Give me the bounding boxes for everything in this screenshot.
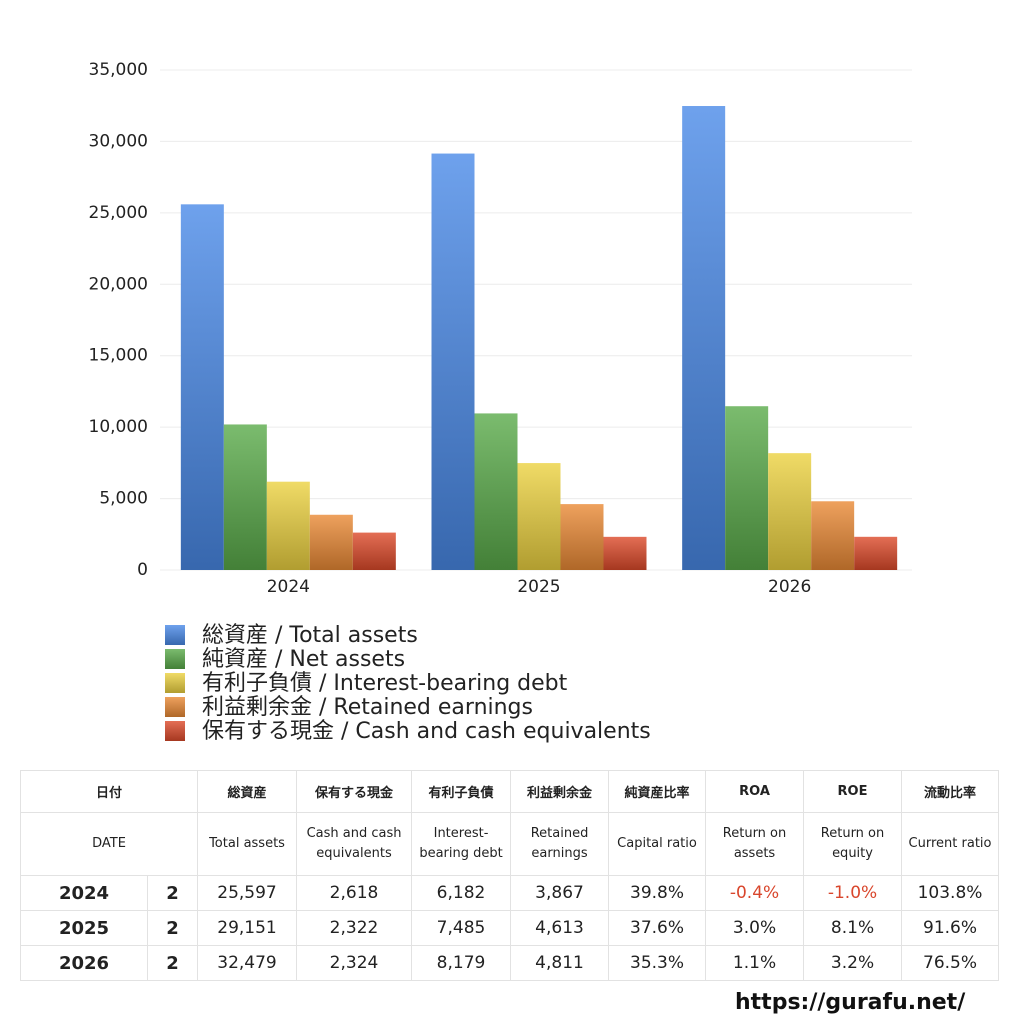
footer-url: https://gurafu.net/: [735, 990, 966, 1015]
y-tick-label: 20,000: [89, 274, 148, 294]
table-row: 2025 2 29,151 2,322 7,485 4,613 37.6% 3.0% 8.1% 9…: [20, 910, 1000, 946]
table-cell: -0.4%: [705, 875, 805, 911]
table-cell: ROA: [705, 770, 805, 813]
table-cell: 2: [146, 875, 199, 911]
table-cell: 29,151: [197, 910, 298, 946]
bar: [180, 204, 224, 571]
table-cell: Retained earnings: [510, 812, 610, 876]
x-tick-label: 2026: [768, 577, 811, 597]
table-cell: 8,179: [411, 945, 512, 981]
y-tick-label: 30,000: [89, 131, 148, 151]
bar: [266, 481, 310, 570]
table-row: 2024 2 25,597 2,618 6,182 3,867 39.8% -0.4% -1.0…: [20, 875, 1000, 911]
table-cell: 2: [146, 945, 199, 981]
table-cell: 32,479: [197, 945, 298, 981]
table-row: DATE Total assets Cash and cash equivalent…: [19, 812, 1000, 876]
x-tick-label: 2025: [517, 577, 560, 597]
table-cell: 保有する現金: [296, 770, 413, 813]
legend-swatch: [165, 625, 185, 645]
table-cell: 39.8%: [608, 875, 707, 911]
table-cell: 2,324: [296, 945, 413, 981]
chart: 0 5,000 10,000 15,000 20,000 25,000 30,000 35,0…: [89, 60, 912, 744]
y-tick-label: 10,000: [89, 417, 148, 437]
y-tick-label: 15,000: [89, 346, 148, 366]
bar: [811, 501, 855, 570]
table-cell: 2: [146, 910, 199, 946]
table-row: 日付 総資産 保有する現金 有利子負債 利益剰余金 純資産比率 ROA ROE 流動比率: [19, 770, 1000, 813]
table-cell: 利益剰余金: [510, 770, 610, 813]
table-cell: ROE: [803, 770, 903, 813]
table-cell: 純資産比率: [608, 770, 707, 813]
table-cell: 3.0%: [705, 910, 805, 946]
table-cell: 7,485: [411, 910, 512, 946]
table-cell: 3.2%: [803, 945, 903, 981]
bar: [768, 453, 812, 570]
table-cell: 4,613: [510, 910, 610, 946]
legend-label: 純資産 / Net assets: [202, 647, 405, 672]
bar: [517, 463, 561, 570]
table-cell: 91.6%: [901, 910, 1000, 946]
legend-swatch: [165, 649, 185, 669]
table-cell: 25,597: [197, 875, 298, 911]
table-cell: 総資産: [197, 770, 298, 813]
legend-label: 有利子負債 / Interest-bearing debt: [202, 671, 568, 696]
table-cell: 2025: [20, 910, 148, 946]
table-cell: 4,811: [510, 945, 610, 981]
table-row: 2026 2 32,479 2,324 8,179 4,811 35.3% 1.1% 3.2% 7…: [20, 945, 1000, 981]
table-cell: DATE: [19, 812, 199, 876]
y-tick-label: 25,000: [89, 203, 148, 223]
table-cell: 1.1%: [705, 945, 805, 981]
bar: [431, 153, 475, 571]
table-cell: 流動比率: [901, 770, 1000, 813]
data-table: 日付 総資産 保有する現金 有利子負債 利益剰余金 純資産比率 ROA ROE 流動比率 DATE…: [19, 770, 1000, 981]
legend-swatch: [165, 721, 185, 741]
table-cell: Capital ratio: [608, 812, 707, 876]
table-cell: 76.5%: [901, 945, 1000, 981]
table-cell: Return on equity: [803, 812, 903, 876]
table-cell: 6,182: [411, 875, 512, 911]
table-cell: 8.1%: [803, 910, 903, 946]
y-tick-label: 5,000: [99, 489, 148, 509]
bar: [560, 504, 604, 570]
table-cell: 2024: [20, 875, 148, 911]
table-cell: -1.0%: [803, 875, 903, 911]
table-cell: 2,322: [296, 910, 413, 946]
table-cell: 37.6%: [608, 910, 707, 946]
table-cell: 2026: [20, 945, 148, 981]
bar: [682, 106, 726, 570]
table-cell: 3,867: [510, 875, 610, 911]
table-cell: 日付: [19, 770, 199, 813]
x-tick-label: 2024: [267, 577, 310, 597]
legend-swatch: [165, 697, 185, 717]
y-tick-label: 0: [137, 560, 148, 580]
table-cell: Total assets: [197, 812, 298, 876]
table-cell: 有利子負債: [411, 770, 512, 813]
bar: [309, 514, 353, 570]
legend-label: 利益剰余金 / Retained earnings: [202, 695, 533, 720]
legend-swatch: [165, 673, 185, 693]
bar: [223, 424, 267, 570]
bar: [854, 536, 898, 570]
legend-label: 保有する現金 / Cash and cash equivalents: [202, 719, 651, 744]
table-cell: Return on assets: [705, 812, 805, 876]
bar: [352, 532, 396, 570]
table-cell: Interest-bearing debt: [411, 812, 512, 876]
bar: [474, 413, 518, 570]
table-cell: 103.8%: [901, 875, 1000, 911]
table-cell: 35.3%: [608, 945, 707, 981]
table-cell: 2,618: [296, 875, 413, 911]
bar: [603, 536, 647, 570]
table-cell: Current ratio: [901, 812, 1000, 876]
y-tick-label: 35,000: [89, 60, 148, 80]
bar: [725, 406, 769, 570]
legend-label: 総資産 / Total assets: [202, 623, 418, 648]
table-cell: Cash and cash equivalents: [296, 812, 413, 876]
